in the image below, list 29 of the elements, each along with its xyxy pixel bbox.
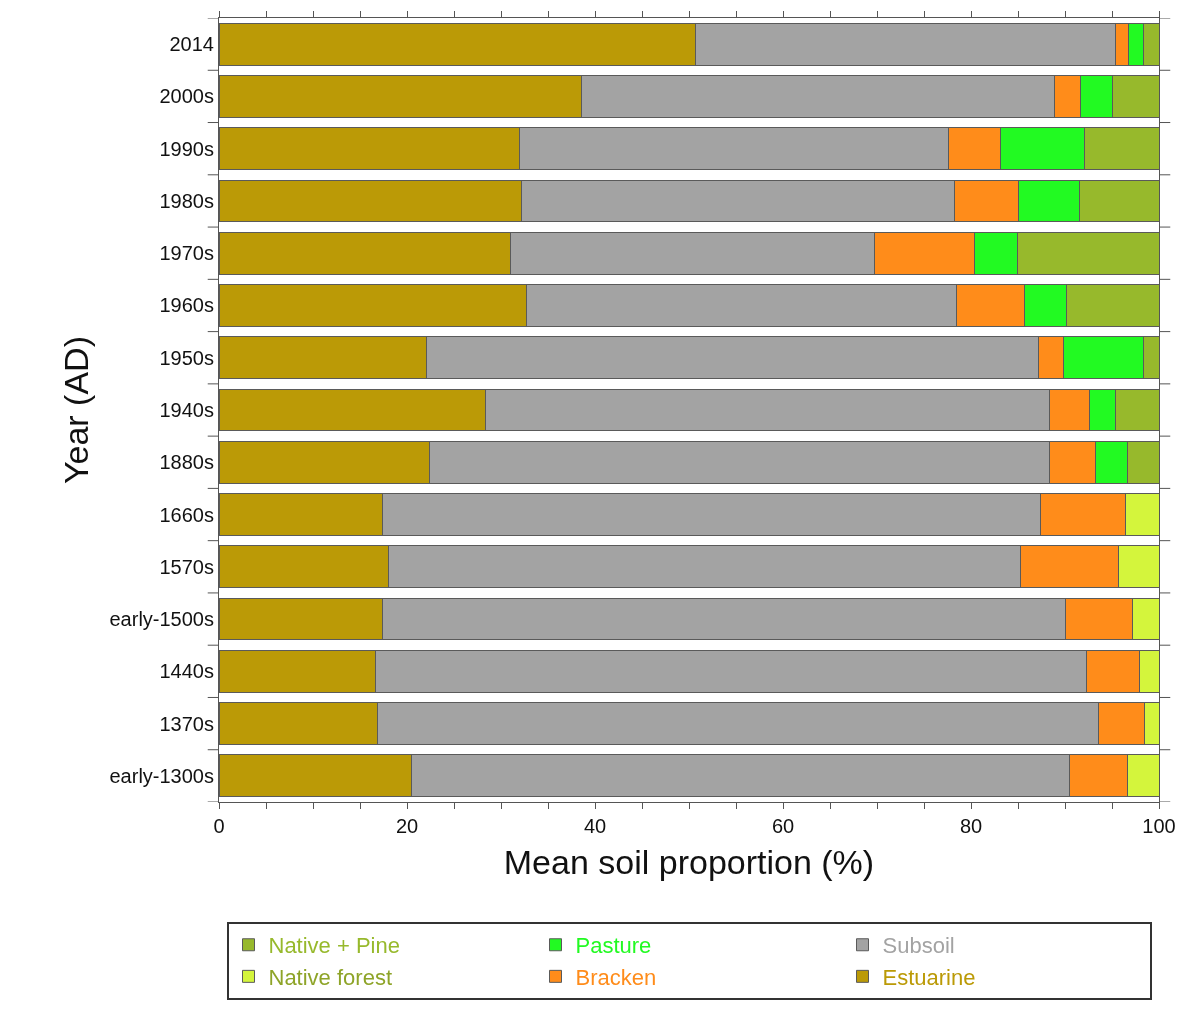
legend-label: Native forest — [268, 964, 392, 990]
y-tick-label: 1660s — [159, 503, 214, 526]
y-tick-label: 1370s — [159, 712, 214, 735]
y-tick-label: 2014 — [169, 33, 214, 56]
y-tick-label: 1570s — [159, 555, 214, 578]
legend-label: Estuarine — [882, 964, 976, 990]
legend-label: Bracken — [575, 964, 657, 990]
legend-label: Pasture — [575, 933, 652, 959]
x-tick-label: 40 — [583, 815, 607, 837]
legend-label: Native + Pine — [268, 933, 400, 959]
x-tick-label: 20 — [395, 815, 419, 837]
y-tick-label: 1960s — [159, 294, 214, 317]
x-axis-title: Mean soil proportion (%) — [503, 843, 875, 882]
y-tick-label: early-1300s — [109, 764, 214, 787]
legend-label: Subsoil — [882, 933, 955, 959]
y-axis-title: Year (AD) — [57, 335, 96, 485]
y-tick-label: 1950s — [159, 346, 214, 369]
y-tick-label: 1970s — [159, 242, 214, 265]
x-tick-label: 80 — [959, 815, 983, 837]
y-tick-label: 1990s — [159, 137, 214, 160]
y-tick-label: 1440s — [159, 660, 214, 683]
x-tick-label: 60 — [771, 815, 795, 837]
y-tick-label: 2000s — [159, 85, 214, 108]
y-tick-label: 1880s — [159, 451, 214, 474]
y-tick-label: early-1500s — [109, 608, 214, 631]
x-tick-label: 100 — [1142, 815, 1176, 837]
y-tick-label: 1980s — [159, 189, 214, 212]
x-tick-label: 0 — [213, 815, 225, 837]
y-tick-label: 1940s — [159, 399, 214, 421]
